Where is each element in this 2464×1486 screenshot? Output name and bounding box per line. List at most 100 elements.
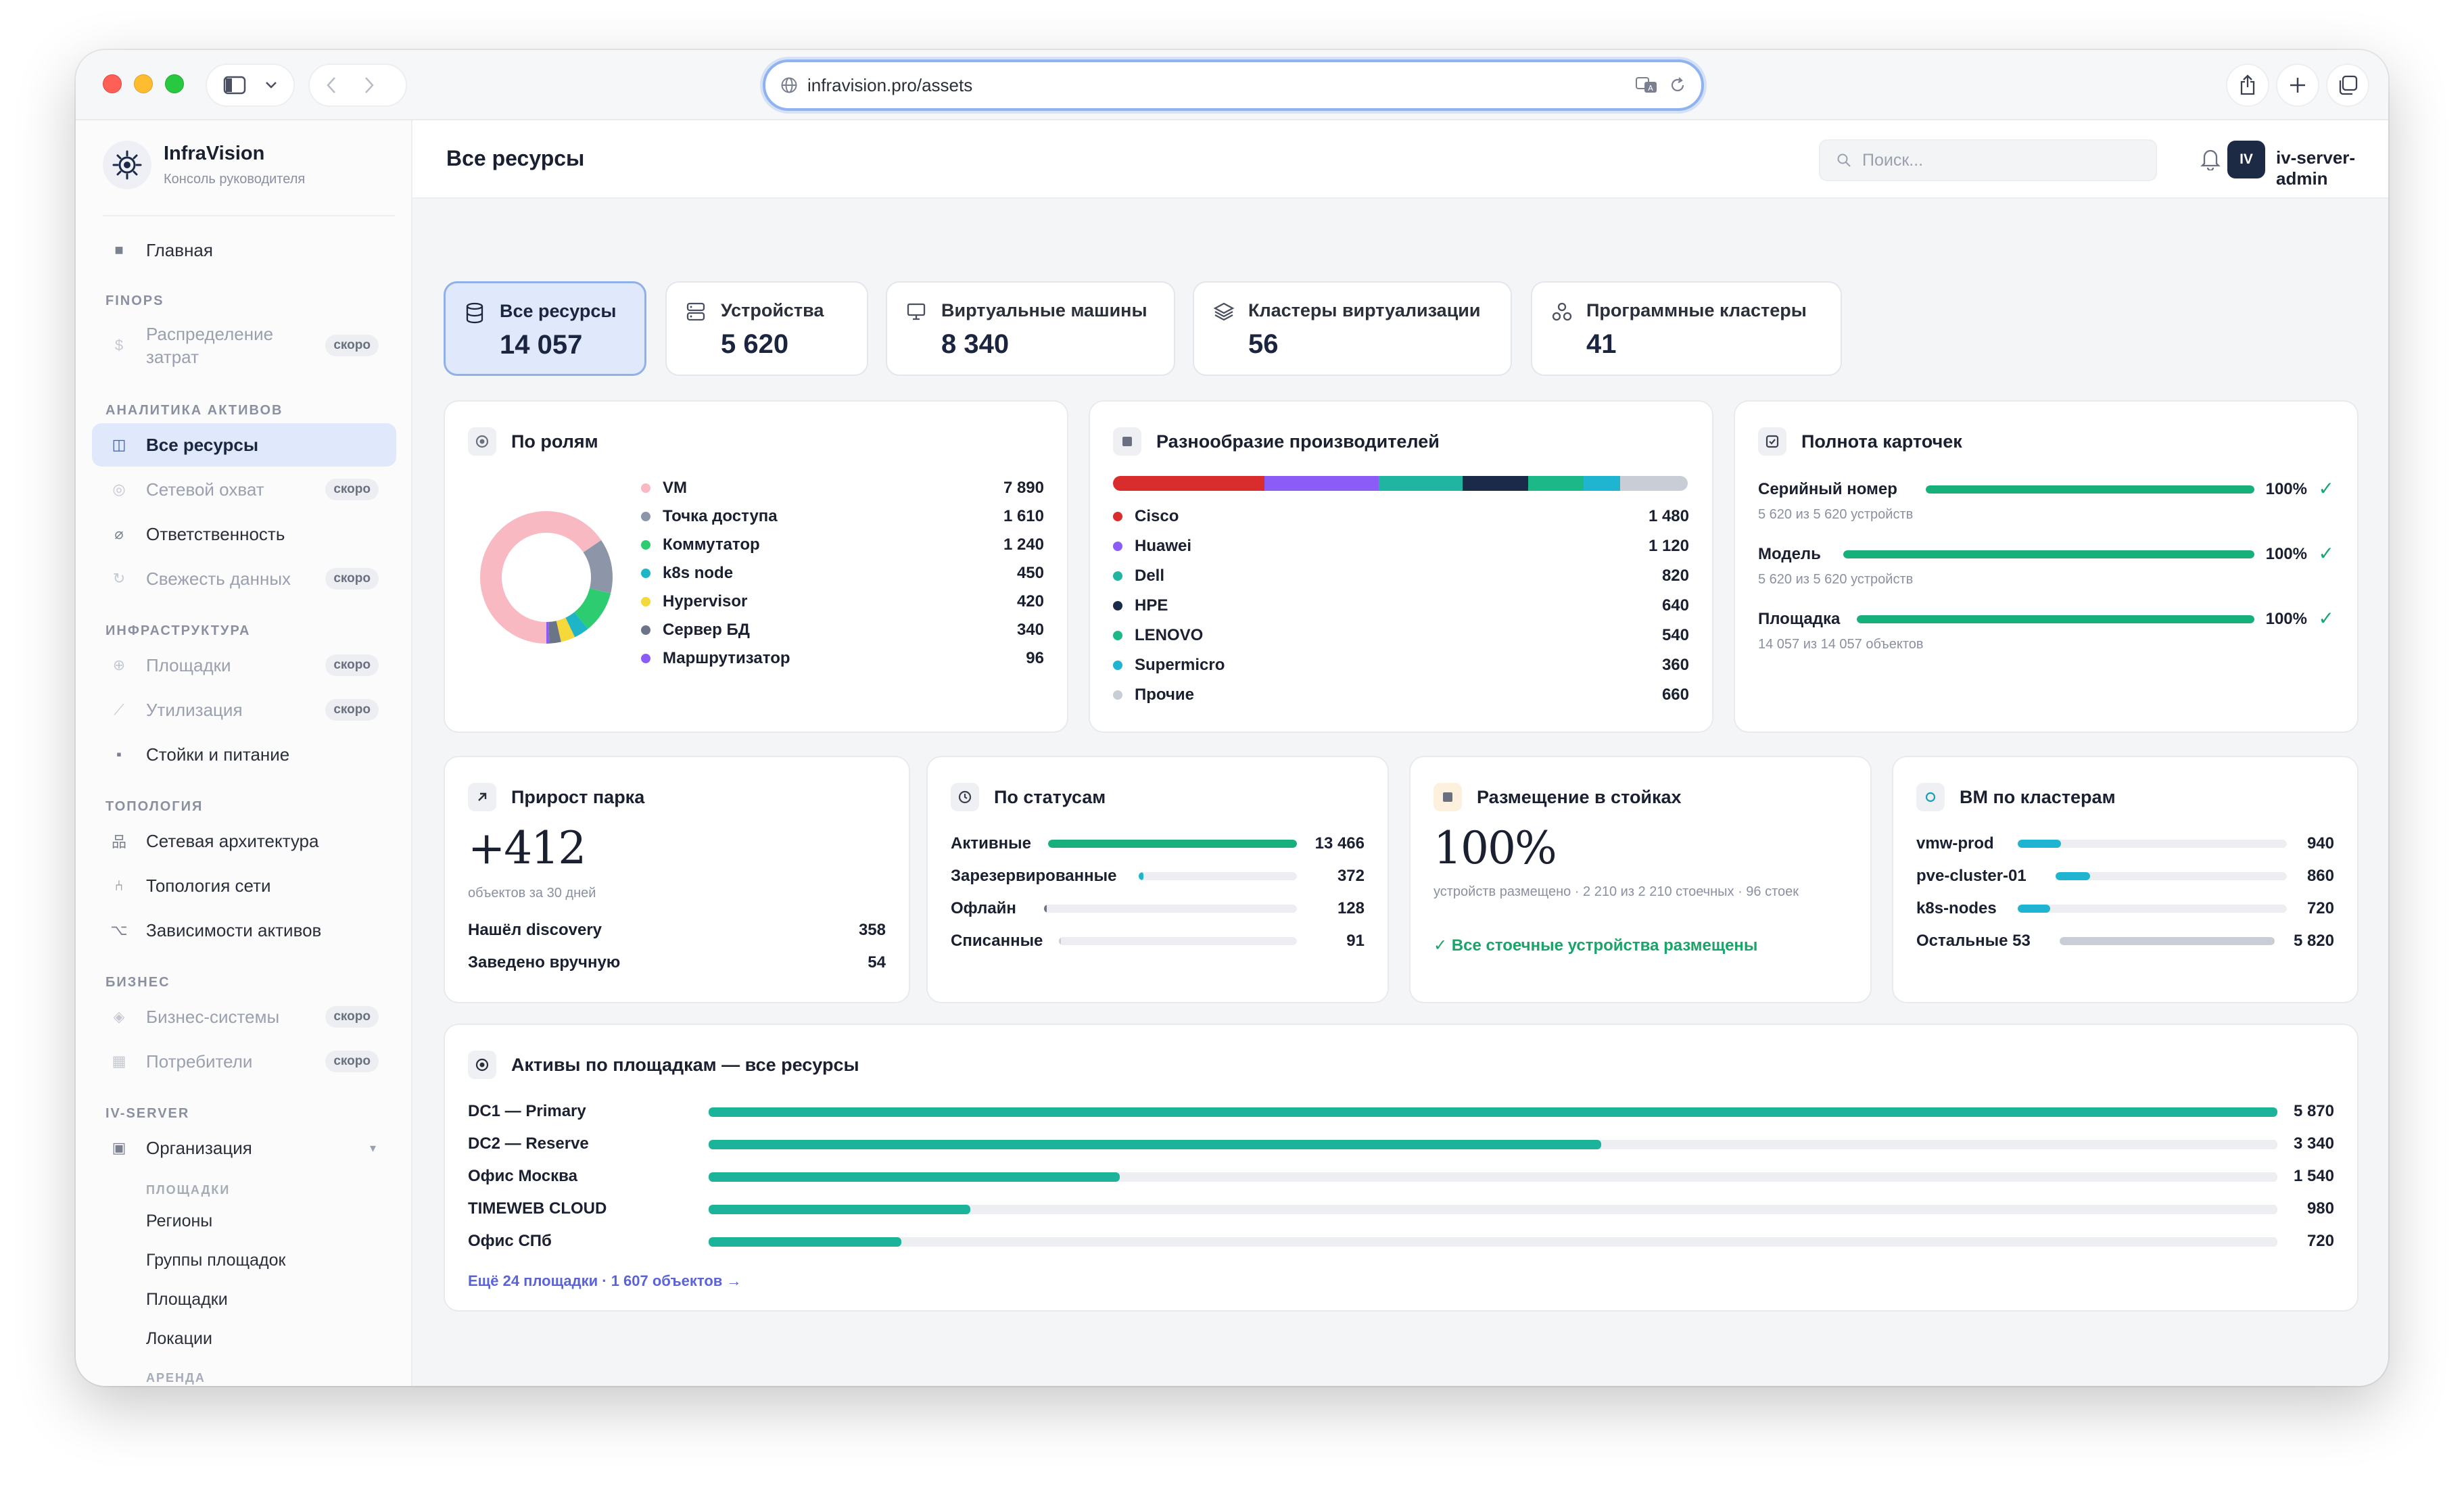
vm-cluster-bar-fill — [2060, 937, 2275, 945]
legend-dot — [1113, 571, 1122, 581]
sidebar-item-racks-power[interactable]: ▪ Стойки и питание — [92, 733, 396, 776]
legend-label: Маршрутизатор — [663, 649, 790, 667]
growth-subtitle: объектов за 30 дней — [468, 886, 596, 901]
vendor-bar-segment — [1264, 476, 1379, 491]
tab-label: Виртуальные машины — [941, 300, 1147, 320]
more-sites-link[interactable]: Ещё 24 площадки · 1 607 объектов → — [468, 1272, 742, 1289]
new-tab-button[interactable] — [2276, 64, 2319, 107]
chevron-down-icon[interactable] — [265, 81, 277, 89]
sidebar-item-sites[interactable]: ⊕ Площадки скоро — [92, 644, 396, 687]
translate-icon[interactable]: A — [1635, 76, 1659, 94]
legend-value: 1 480 — [1648, 507, 1689, 525]
status-value: 91 — [1346, 932, 1365, 950]
status-label: Офлайн — [951, 899, 1016, 917]
sidebar-item-label: Сетевой охват — [146, 479, 264, 500]
legend-dot — [1113, 690, 1122, 700]
sidebar-item-label: Организация — [146, 1137, 252, 1158]
sidebar-item-data-freshness[interactable]: ↻ Свежесть данных скоро — [92, 557, 396, 600]
subsection-rent: АРЕНДА — [146, 1371, 206, 1385]
tab-virtual-machines[interactable]: Виртуальные машины 8 340 — [886, 281, 1175, 376]
legend-dot — [641, 512, 650, 521]
sidebar-subitem-sites[interactable]: Площадки — [146, 1290, 228, 1309]
sidebar-item-responsibility[interactable]: ⌀ Ответственность — [92, 512, 396, 556]
sidebar-toggle-icon[interactable] — [223, 76, 246, 95]
forward-icon[interactable] — [364, 76, 375, 95]
vendor-bar-segment — [1583, 476, 1621, 491]
vendor-bar-segment — [1620, 476, 1688, 491]
rack-icon — [1443, 792, 1452, 802]
completeness-label: Площадка — [1758, 610, 1841, 628]
address-bar[interactable]: infravision.pro/assets A — [763, 59, 1704, 111]
layers-icon — [1213, 302, 1235, 321]
minimize-window-button[interactable] — [134, 74, 153, 93]
username[interactable]: iv-server-admin — [2276, 147, 2356, 189]
chevron-down-icon[interactable]: ▾ — [369, 1141, 376, 1155]
sidebar-subitem-regions[interactable]: Регионы — [146, 1212, 213, 1230]
legend-label: HPE — [1135, 596, 1168, 615]
completeness-label: Модель — [1758, 545, 1821, 563]
soon-badge: скоро — [325, 568, 379, 590]
close-window-button[interactable] — [103, 74, 122, 93]
vm-cluster-bar-fill — [2056, 872, 2091, 880]
circle-icon — [1925, 792, 1936, 802]
search-placeholder: Поиск... — [1862, 150, 1924, 170]
sidebar-subitem-site-groups[interactable]: Группы площадок — [146, 1251, 286, 1270]
sidebar-item-asset-deps[interactable]: ⌥ Зависимости активов — [92, 909, 396, 952]
completeness-bar-fill — [1843, 550, 2254, 558]
site-value: 3 340 — [2293, 1134, 2334, 1153]
sidebar-toggle-group[interactable] — [206, 64, 295, 107]
sidebar-item-network-coverage[interactable]: ◎ Сетевой охват скоро — [92, 468, 396, 511]
vendor-bar-segment — [1379, 476, 1463, 491]
section-ivserver: IV-SERVER — [105, 1106, 190, 1121]
search-input[interactable]: Поиск... — [1819, 139, 2157, 181]
sidebar-item-home[interactable]: ■ Главная — [92, 229, 396, 272]
sidebar-item-consumers[interactable]: ▦ Потребители скоро — [92, 1040, 396, 1083]
back-icon[interactable] — [326, 76, 337, 95]
share-icon — [2240, 74, 2255, 95]
sidebar-item-cost-distribution[interactable]: $ Распределение затрат скоро — [92, 316, 396, 375]
legend-dot — [641, 483, 650, 493]
site-value: 1 540 — [2293, 1167, 2334, 1185]
tab-value: 14 057 — [500, 330, 583, 360]
tab-software-clusters[interactable]: Программные кластеры 41 — [1531, 281, 1842, 376]
sidebar-item-utilization[interactable]: ⟋ Утилизация скоро — [92, 688, 396, 732]
legend-label: k8s node — [663, 564, 734, 582]
tab-all-resources[interactable]: Все ресурсы 14 057 — [444, 281, 646, 376]
rack-icon — [1122, 437, 1132, 446]
status-bar-fill — [1048, 840, 1297, 848]
site-bar-fill — [709, 1205, 971, 1214]
tab-virtualization-clusters[interactable]: Кластеры виртуализации 56 — [1193, 281, 1512, 376]
reload-icon[interactable] — [1669, 76, 1686, 94]
bell-icon[interactable] — [2200, 147, 2221, 170]
status-bar — [1044, 905, 1297, 913]
sidebar-item-organization[interactable]: ▣ Организация ▾ — [92, 1126, 396, 1170]
completeness-bar — [1843, 550, 2254, 558]
sidebar-item-label: Утилизация — [146, 699, 243, 720]
arrow-up-right-icon — [478, 792, 487, 801]
sidebar-subitem-locations[interactable]: Локации — [146, 1329, 212, 1348]
legend-label: Коммутатор — [663, 535, 760, 554]
sidebar-item-business-systems[interactable]: ◈ Бизнес-системы скоро — [92, 995, 396, 1038]
sidebar-item-network-arch[interactable]: 品 Сетевая архитектура — [92, 819, 396, 863]
sidebar-item-label: Свежесть данных — [146, 568, 291, 589]
soon-badge: скоро — [325, 479, 379, 500]
role-legend-item: Сервер БД — [641, 621, 750, 640]
rack-icon: ▪ — [116, 746, 122, 763]
card-title: ВМ по кластерам — [1960, 786, 2116, 807]
tab-overview-button[interactable] — [2326, 64, 2369, 107]
legend-dot — [1113, 512, 1122, 521]
brand-logo — [103, 141, 151, 189]
vendors-card: Разнообразие производителей Cisco 1 480 Hu… — [1089, 400, 1713, 733]
maximize-window-button[interactable] — [165, 74, 184, 93]
legend-value: 96 — [1026, 649, 1044, 667]
soon-badge: скоро — [325, 335, 379, 356]
share-button[interactable] — [2226, 64, 2269, 107]
sidebar-item-network-topology[interactable]: ⑃ Топология сети — [92, 864, 396, 907]
legend-value: 340 — [1016, 621, 1044, 639]
tab-value: 56 — [1248, 329, 1279, 359]
sidebar-item-all-resources[interactable]: ◫ Все ресурсы — [92, 423, 396, 466]
site-label: DC2 — Reserve — [468, 1134, 589, 1153]
brand[interactable]: InfraVision Консоль руководителя — [103, 141, 305, 189]
tab-devices[interactable]: Устройства 5 620 — [665, 281, 868, 376]
avatar[interactable]: IV — [2227, 141, 2265, 178]
